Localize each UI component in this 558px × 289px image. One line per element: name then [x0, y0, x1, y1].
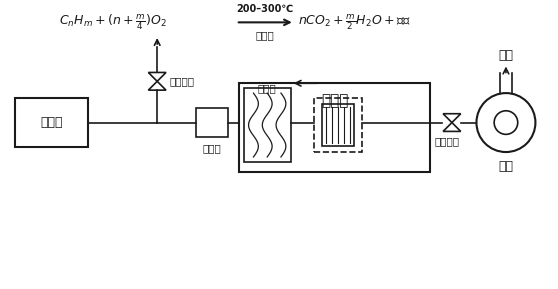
Circle shape	[477, 93, 536, 152]
Bar	[314, 98, 362, 152]
Bar	[322, 104, 354, 146]
Bar	[244, 88, 291, 162]
Text: 废气源: 废气源	[40, 116, 63, 129]
Text: 排空阀门: 排空阀门	[435, 136, 459, 146]
Text: 风机: 风机	[498, 160, 513, 173]
Circle shape	[494, 111, 518, 134]
Polygon shape	[443, 123, 461, 131]
Bar	[239, 83, 430, 172]
Text: 催化剂: 催化剂	[256, 30, 275, 40]
Bar	[196, 108, 228, 137]
Text: 阻火器: 阻火器	[203, 143, 222, 153]
Text: 催化室: 催化室	[321, 93, 348, 108]
Text: $nCO_2 + \frac{m}{2}H_2O +$热量: $nCO_2 + \frac{m}{2}H_2O +$热量	[297, 13, 411, 32]
Polygon shape	[148, 73, 166, 81]
Text: 排放: 排放	[498, 49, 513, 62]
Polygon shape	[148, 81, 166, 90]
Polygon shape	[443, 114, 461, 123]
Text: 200–300℃: 200–300℃	[237, 3, 294, 14]
Text: 排空阀门: 排空阀门	[170, 76, 195, 86]
Text: 换热器: 换热器	[258, 83, 277, 93]
Bar	[15, 98, 88, 147]
Text: $C_n H_m + (n +\frac{m}{4})O_2$: $C_n H_m + (n +\frac{m}{4})O_2$	[59, 13, 167, 32]
